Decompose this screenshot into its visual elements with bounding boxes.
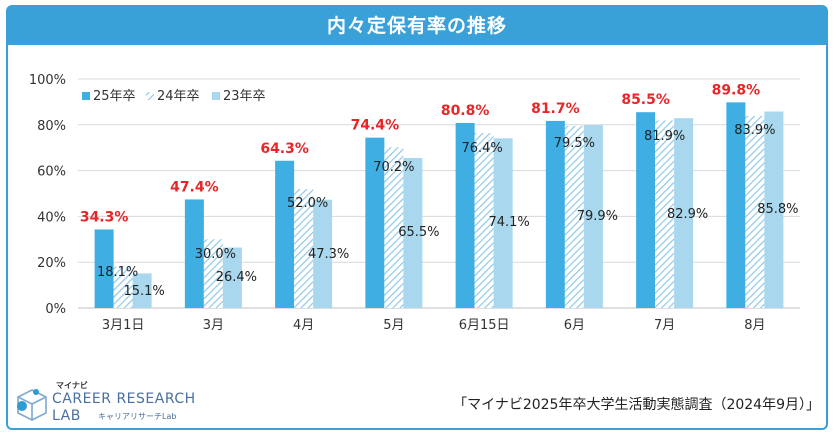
data-label-24: 83.9% xyxy=(734,123,775,138)
y-tick-label: 20% xyxy=(37,256,66,271)
x-tick-label: 3月 xyxy=(203,318,224,333)
y-tick-label: 80% xyxy=(37,119,66,134)
data-label-24: 79.5% xyxy=(554,136,595,151)
logo-line2: LAB xyxy=(52,408,81,424)
data-label-25: 34.3% xyxy=(80,209,129,225)
logo-top-text: マイナビ xyxy=(56,381,88,390)
y-tick-label: 100% xyxy=(29,73,66,88)
bar-s24 xyxy=(474,133,494,308)
bar-s25 xyxy=(94,229,114,308)
y-tick-label: 40% xyxy=(37,210,66,225)
legend-label: 23年卒 xyxy=(223,89,266,104)
data-label-25: 74.4% xyxy=(351,118,400,134)
bar-s25 xyxy=(545,120,565,308)
x-tick-label: 7月 xyxy=(654,318,675,333)
data-label-23: 85.8% xyxy=(757,202,798,217)
bar-s25 xyxy=(726,102,746,308)
bar-s23 xyxy=(764,111,784,308)
x-tick-label: 4月 xyxy=(293,318,314,333)
legend-swatch xyxy=(82,92,90,100)
data-label-24: 18.1% xyxy=(97,265,138,280)
data-label-25: 80.8% xyxy=(441,103,490,119)
legend-swatch xyxy=(212,92,220,100)
bar-s23 xyxy=(583,125,603,309)
y-tick-label: 60% xyxy=(37,165,66,180)
data-label-23: 79.9% xyxy=(577,209,618,224)
bar-s23 xyxy=(313,199,333,308)
bar-s23 xyxy=(222,247,242,308)
x-tick-label: 6月15日 xyxy=(459,318,510,333)
bar-s24 xyxy=(294,188,314,308)
data-label-25: 89.8% xyxy=(712,82,761,98)
bar-s25 xyxy=(275,160,295,308)
data-label-24: 76.4% xyxy=(461,141,502,156)
bar-s25 xyxy=(455,122,475,308)
data-label-25: 81.7% xyxy=(531,101,580,117)
data-label-25: 85.5% xyxy=(621,92,670,108)
bar-s25 xyxy=(365,137,385,308)
data-label-23: 15.1% xyxy=(123,284,164,299)
source-note: 「マイナビ2025年卒大学生活動実態調査（2024年9月）」 xyxy=(453,397,820,413)
data-label-23: 47.3% xyxy=(308,247,349,262)
data-label-23: 74.1% xyxy=(488,215,529,230)
bar-s25 xyxy=(636,112,656,308)
bar-s23 xyxy=(674,118,694,308)
bar-s24 xyxy=(113,266,133,308)
bar-s25 xyxy=(184,199,204,308)
data-label-24: 52.0% xyxy=(287,196,328,211)
y-tick-label: 0% xyxy=(45,302,66,317)
bar-s23 xyxy=(493,138,513,308)
logo-cube-icon xyxy=(17,389,47,421)
bar-s24 xyxy=(745,115,765,308)
data-label-24: 70.2% xyxy=(373,160,414,175)
career-research-lab-logo: マイナビ CAREER RESEARCH LAB キャリアリサーチLab xyxy=(16,380,206,426)
legend-label: 24年卒 xyxy=(157,89,200,104)
bar-s24 xyxy=(655,120,675,308)
data-label-25: 64.3% xyxy=(260,141,309,157)
x-tick-label: 6月 xyxy=(564,318,585,333)
bar-s23 xyxy=(132,273,152,308)
x-tick-label: 3月1日 xyxy=(102,318,145,333)
bar-s24 xyxy=(384,147,404,308)
data-label-23: 82.9% xyxy=(667,207,708,222)
x-tick-label: 5月 xyxy=(383,318,404,333)
data-label-23: 26.4% xyxy=(216,270,257,285)
bar-s24 xyxy=(203,239,223,308)
data-label-25: 47.4% xyxy=(170,179,219,195)
bar-s23 xyxy=(403,158,423,308)
data-label-23: 65.5% xyxy=(398,225,439,240)
logo-line1: CAREER RESEARCH xyxy=(52,391,196,407)
legend-label: 25年卒 xyxy=(93,89,136,104)
legend-swatch xyxy=(146,92,154,100)
data-label-24: 81.9% xyxy=(644,129,685,144)
x-tick-label: 8月 xyxy=(744,318,765,333)
logo-subtext: キャリアリサーチLab xyxy=(98,412,177,421)
data-label-24: 30.0% xyxy=(195,247,236,262)
chart-title: 内々定保有率の推移 xyxy=(8,7,826,45)
bar-s24 xyxy=(564,125,584,308)
